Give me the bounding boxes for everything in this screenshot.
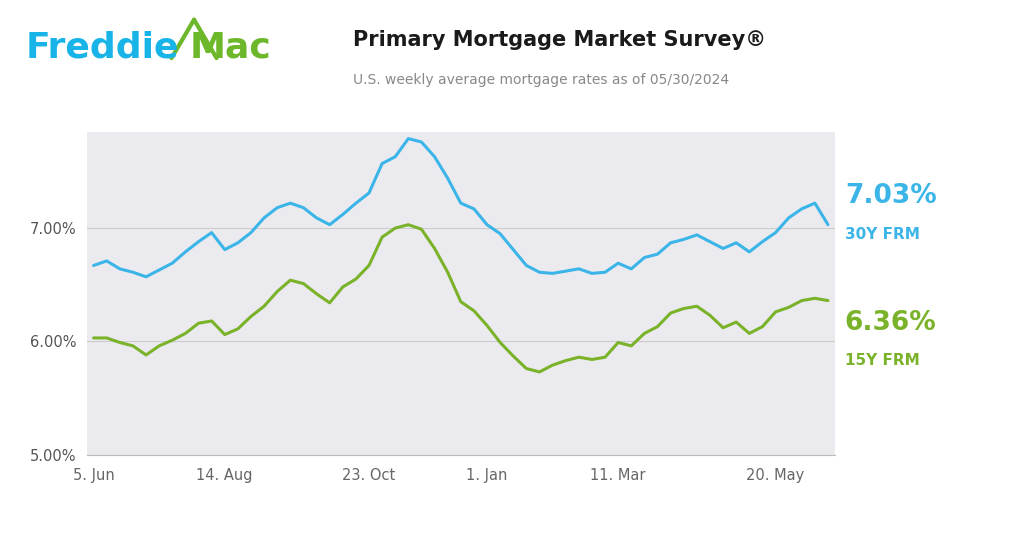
Text: U.S. weekly average mortgage rates as of 05/30/2024: U.S. weekly average mortgage rates as of… xyxy=(353,73,729,87)
Text: Freddie: Freddie xyxy=(26,31,179,65)
Text: 15Y FRM: 15Y FRM xyxy=(845,353,920,368)
Text: 7.03%: 7.03% xyxy=(845,183,937,209)
Text: 30Y FRM: 30Y FRM xyxy=(845,226,920,242)
Text: 6.36%: 6.36% xyxy=(845,310,937,336)
Text: Mac: Mac xyxy=(189,31,271,65)
Text: Primary Mortgage Market Survey®: Primary Mortgage Market Survey® xyxy=(353,30,766,49)
